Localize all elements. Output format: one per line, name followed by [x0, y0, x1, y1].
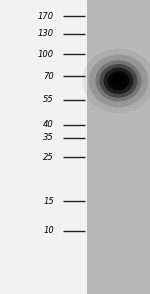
FancyBboxPatch shape	[0, 0, 87, 294]
Ellipse shape	[82, 49, 150, 113]
Ellipse shape	[100, 64, 137, 98]
Text: 10: 10	[43, 226, 54, 235]
Text: 35: 35	[43, 133, 54, 142]
Text: 100: 100	[38, 50, 54, 59]
Text: 130: 130	[38, 29, 54, 38]
Text: 70: 70	[43, 72, 54, 81]
Text: 170: 170	[38, 12, 54, 21]
Ellipse shape	[108, 71, 129, 91]
Text: 40: 40	[43, 121, 54, 129]
Ellipse shape	[95, 60, 142, 101]
Ellipse shape	[111, 74, 126, 88]
Ellipse shape	[89, 54, 148, 107]
Text: 25: 25	[43, 153, 54, 162]
Text: 55: 55	[43, 96, 54, 104]
Text: 15: 15	[43, 197, 54, 206]
Ellipse shape	[104, 68, 133, 94]
